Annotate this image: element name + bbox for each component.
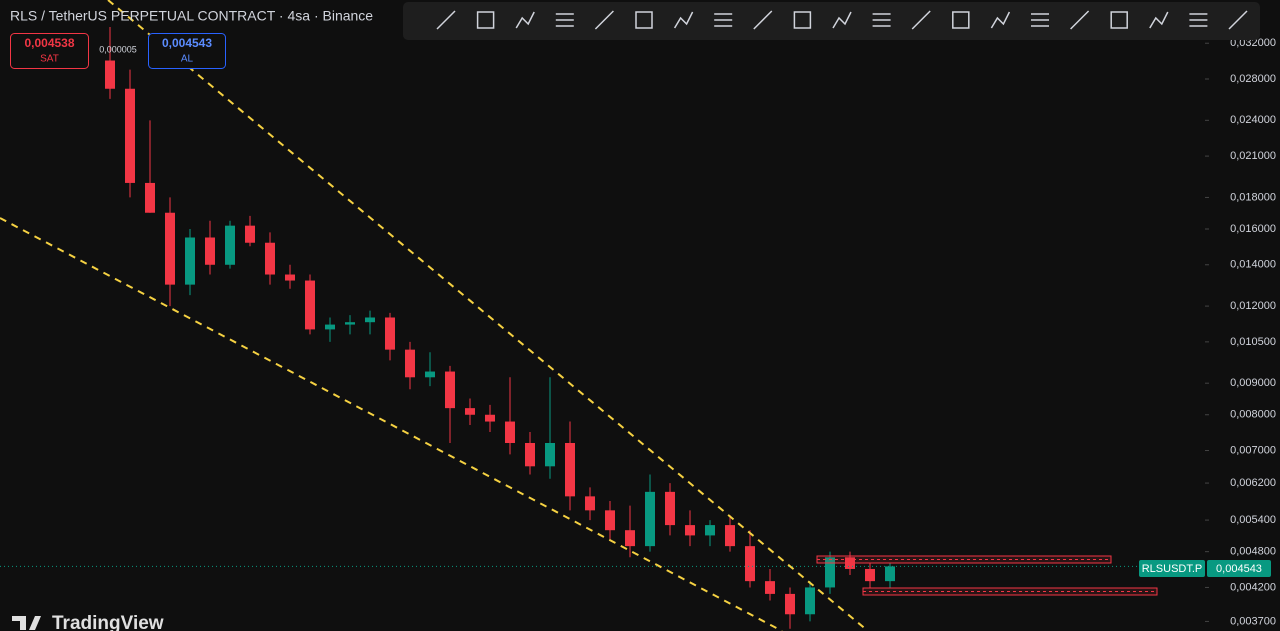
tool-icon: [714, 13, 733, 27]
candle-body: [865, 568, 875, 582]
y-tick-label: 0,009000: [1230, 377, 1276, 389]
y-tick-label: 0,007000: [1230, 444, 1276, 456]
tool-icon: [436, 10, 456, 30]
tool-icon: [952, 11, 970, 29]
trend-line: [0, 217, 783, 631]
y-tick-label: 0,028000: [1230, 73, 1276, 85]
tool-icon: [515, 11, 535, 29]
candle-body: [765, 581, 775, 594]
candle-body: [705, 525, 715, 536]
candle-body: [345, 322, 355, 325]
candle-body: [505, 421, 515, 443]
candle-body: [825, 557, 835, 588]
candle-body: [365, 317, 375, 323]
tool-icon: [635, 11, 653, 29]
candle-body: [325, 324, 335, 330]
sell-button[interactable]: [10, 33, 89, 69]
candle-body: [425, 371, 435, 378]
drawing-toolbar: [403, 2, 1260, 40]
price-axis: 0,032000 0,028000 0,024000 0,021000 0,018000…: [1205, 37, 1276, 627]
candle-body: [385, 317, 395, 350]
tool-icon: [793, 11, 812, 29]
candle-body: [585, 496, 595, 511]
y-tick-label: 0,018000: [1230, 191, 1276, 203]
buy-price: 0,004543: [162, 36, 212, 50]
last-price-bg: [1207, 560, 1271, 577]
y-tick-label: 0,006200: [1230, 477, 1276, 489]
tool-icon: [1149, 11, 1169, 29]
candle-body: [125, 88, 135, 183]
candle-body: [665, 491, 675, 526]
candle-body: [525, 442, 535, 467]
candle-body: [265, 242, 275, 275]
symbol-title: RLS / TetherUS PERPETUAL CONTRACT · 4sa …: [10, 8, 373, 24]
candle-body: [285, 274, 295, 281]
tool-icon: [1031, 13, 1049, 27]
tool-icon: [476, 11, 495, 29]
y-tick-label: 0,016000: [1230, 223, 1276, 235]
candle-body: [225, 225, 235, 265]
candle-body: [725, 525, 735, 547]
y-tick-label: 0,005400: [1230, 514, 1276, 526]
candle-body: [645, 491, 655, 547]
candle-body: [205, 237, 215, 265]
symbol-tag-bg: [1139, 560, 1205, 577]
tool-icon: [555, 13, 574, 27]
candle-body: [685, 525, 695, 536]
y-tick-label: 0,012000: [1230, 300, 1276, 312]
candle-body: [105, 60, 115, 89]
candle-body: [245, 225, 255, 243]
trend-line: [107, 0, 869, 631]
candle-body: [605, 510, 615, 531]
candle-body: [405, 349, 415, 378]
tool-icon: [594, 10, 614, 30]
candle-body: [145, 182, 155, 213]
candle-body: [465, 408, 475, 415]
candle-body: [805, 587, 815, 615]
candle-body: [545, 442, 555, 467]
y-tick-label: 0,032000: [1230, 37, 1276, 49]
spread: 0,000005: [99, 44, 137, 54]
brand: TradingView: [52, 613, 164, 631]
sell-price: 0,004538: [24, 36, 74, 50]
y-tick-label: 0,008000: [1230, 409, 1276, 421]
tool-icon: [1070, 10, 1090, 30]
candle-body: [485, 414, 495, 422]
buy-label: AL: [181, 54, 194, 65]
brand-logo: [12, 616, 41, 630]
candle-body: [565, 442, 575, 497]
candle-body: [445, 371, 455, 409]
candle-body: [305, 280, 315, 330]
tool-icon: [990, 11, 1011, 29]
y-tick-label: 0,021000: [1230, 150, 1276, 162]
candle-body: [745, 546, 755, 582]
candle-body: [885, 566, 895, 582]
candle-body: [165, 212, 175, 285]
y-tick-label: 0,004800: [1230, 546, 1276, 558]
tool-icon: [911, 10, 931, 30]
buy-button[interactable]: [148, 33, 226, 69]
y-tick-label: 0,014000: [1230, 259, 1276, 271]
candle-body: [785, 593, 795, 615]
y-tick-label: 0,010500: [1230, 336, 1276, 348]
tool-icon: [1110, 11, 1128, 29]
symbol-tag: RLSUSDT.P: [1142, 563, 1203, 575]
sell-label: SAT: [40, 54, 59, 65]
toolbar-icons: [436, 10, 1248, 30]
y-tick-label: 0,004200: [1230, 581, 1276, 593]
tool-icon: [673, 11, 694, 29]
tool-icon: [872, 13, 891, 27]
last-price: 0,004543: [1216, 563, 1262, 575]
tool-icon: [753, 10, 773, 30]
tool-icon: [1228, 10, 1248, 30]
candle-body: [185, 237, 195, 285]
y-tick-label: 0,003700: [1230, 615, 1276, 627]
tool-icon: [832, 11, 852, 29]
y-tick-label: 0,024000: [1230, 114, 1276, 126]
tool-icon: [1189, 13, 1208, 27]
candle-body: [625, 530, 635, 547]
